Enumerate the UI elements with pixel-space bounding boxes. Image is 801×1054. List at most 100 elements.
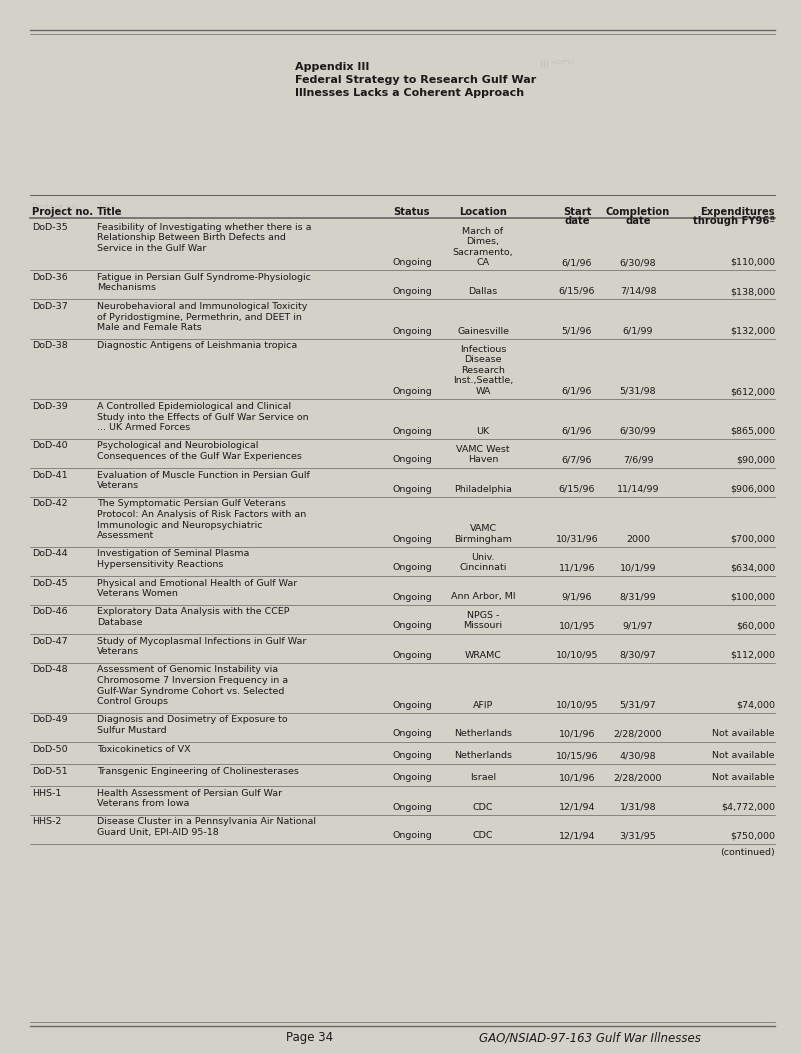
Text: VAMC: VAMC [469, 524, 497, 533]
Text: Study into the Effects of Gulf War Service on: Study into the Effects of Gulf War Servi… [97, 412, 308, 422]
Text: Title: Title [97, 203, 117, 212]
Text: Sacramento,: Sacramento, [453, 248, 513, 256]
Text: 6/1/96: 6/1/96 [562, 387, 592, 396]
Text: 10/31/96: 10/31/96 [556, 534, 598, 544]
Text: 9/1/96: 9/1/96 [562, 592, 592, 602]
Text: Ongoing: Ongoing [392, 701, 432, 709]
Text: 10/1/95: 10/1/95 [559, 622, 595, 630]
Text: DoD-47: DoD-47 [32, 637, 67, 645]
Text: date: date [626, 216, 650, 226]
Text: Ongoing: Ongoing [392, 485, 432, 493]
Text: $138,000: $138,000 [730, 287, 775, 296]
Text: 10/10/95: 10/10/95 [556, 650, 598, 660]
Text: Ongoing: Ongoing [392, 455, 432, 465]
Text: Sulfur Mustard: Sulfur Mustard [97, 726, 167, 735]
Text: 2/28/2000: 2/28/2000 [614, 774, 662, 782]
Text: Missouri: Missouri [464, 622, 502, 630]
Text: of Pyridostigmine, Permethrin, and DEET in: of Pyridostigmine, Permethrin, and DEET … [97, 312, 302, 321]
Text: Relationship Between Birth Defects and: Relationship Between Birth Defects and [97, 234, 286, 242]
Text: Male and Female Rats: Male and Female Rats [97, 323, 202, 332]
Text: $906,000: $906,000 [730, 485, 775, 493]
Text: 5/31/97: 5/31/97 [620, 701, 656, 709]
Text: Control Groups: Control Groups [97, 697, 168, 706]
Text: through FY96ª: through FY96ª [693, 216, 775, 226]
Text: Evaluation of Muscle Function in Persian Gulf: Evaluation of Muscle Function in Persian… [97, 470, 310, 480]
Text: Expenditures: Expenditures [700, 207, 775, 217]
Text: 7/14/98: 7/14/98 [620, 287, 656, 296]
Text: Illnesses Lacks a Coherent Approach: Illnesses Lacks a Coherent Approach [295, 87, 524, 98]
Text: DoD-41: DoD-41 [32, 470, 67, 480]
Text: Disease Cluster in a Pennsylvania Air National: Disease Cluster in a Pennsylvania Air Na… [97, 818, 316, 826]
Text: CA: CA [477, 258, 489, 267]
Text: 3/31/95: 3/31/95 [620, 832, 656, 840]
Text: $634,000: $634,000 [730, 564, 775, 572]
Text: 6/1/96: 6/1/96 [562, 258, 592, 267]
Text: A Controlled Epidemiological and Clinical: A Controlled Epidemiological and Clinica… [97, 402, 291, 411]
Text: HHS-2: HHS-2 [32, 818, 62, 826]
Text: 8/31/99: 8/31/99 [620, 592, 656, 602]
Text: $750,000: $750,000 [730, 832, 775, 840]
Text: Immunologic and Neuropsychiatric: Immunologic and Neuropsychiatric [97, 521, 263, 529]
Text: 10/15/96: 10/15/96 [556, 752, 598, 761]
Text: Assessment of Genomic Instability via: Assessment of Genomic Instability via [97, 665, 278, 675]
Text: Ongoing: Ongoing [392, 729, 432, 739]
Text: Ongoing: Ongoing [392, 774, 432, 782]
Text: WRAMC: WRAMC [465, 650, 501, 660]
Text: Ongoing: Ongoing [392, 287, 432, 296]
Text: Univ.: Univ. [471, 553, 495, 562]
Text: VAMC West: VAMC West [457, 445, 509, 454]
Text: 12/1/94: 12/1/94 [559, 832, 595, 840]
Text: Birmingham: Birmingham [454, 534, 512, 544]
Text: Disease: Disease [465, 355, 501, 365]
Text: DoD-42: DoD-42 [32, 500, 67, 508]
Text: Guard Unit, EPI-AID 95-18: Guard Unit, EPI-AID 95-18 [97, 828, 219, 837]
Text: Veterans: Veterans [97, 481, 139, 490]
Text: Cincinnati: Cincinnati [459, 564, 507, 572]
Text: GAO/NSIAD-97-163 Gulf War Illnesses: GAO/NSIAD-97-163 Gulf War Illnesses [479, 1032, 701, 1045]
Text: Psychological and Neurobiological: Psychological and Neurobiological [97, 442, 259, 450]
Text: Gainesville: Gainesville [457, 327, 509, 335]
Text: Veterans from Iowa: Veterans from Iowa [97, 799, 189, 808]
Text: Dallas: Dallas [469, 287, 497, 296]
Text: 11/14/99: 11/14/99 [617, 485, 659, 493]
Text: Location: Location [459, 207, 507, 217]
Text: $865,000: $865,000 [730, 427, 775, 435]
Text: 6/30/98: 6/30/98 [620, 258, 656, 267]
Text: 1/31/98: 1/31/98 [620, 802, 656, 812]
Text: Protocol: An Analysis of Risk Factors with an: Protocol: An Analysis of Risk Factors wi… [97, 510, 306, 519]
Text: Ongoing: Ongoing [392, 534, 432, 544]
Text: Mechanisms: Mechanisms [97, 284, 156, 293]
Text: $100,000: $100,000 [730, 592, 775, 602]
Text: DoD-48: DoD-48 [32, 665, 67, 675]
Text: Chromosome 7 Inversion Frequency in a: Chromosome 7 Inversion Frequency in a [97, 676, 288, 685]
Text: $612,000: $612,000 [730, 387, 775, 396]
Text: Title: Title [97, 207, 123, 217]
Text: DoD-50: DoD-50 [32, 744, 67, 754]
Text: DoD-49: DoD-49 [32, 716, 67, 724]
Text: Ongoing: Ongoing [392, 564, 432, 572]
Text: Netherlands: Netherlands [454, 752, 512, 761]
Text: Ongoing: Ongoing [392, 427, 432, 435]
Text: The Symptomatic Persian Gulf Veterans: The Symptomatic Persian Gulf Veterans [97, 500, 286, 508]
Text: 5/1/96: 5/1/96 [562, 327, 592, 335]
Text: Ongoing: Ongoing [392, 832, 432, 840]
Text: Project no.: Project no. [32, 203, 80, 212]
Text: Veterans: Veterans [97, 647, 139, 656]
Text: Ongoing: Ongoing [392, 327, 432, 335]
Text: (continued): (continued) [720, 847, 775, 857]
Text: 10/1/99: 10/1/99 [620, 564, 656, 572]
Text: Transgenic Engineering of Cholinesterases: Transgenic Engineering of Cholinesterase… [97, 766, 299, 776]
Text: Gulf-War Syndrome Cohort vs. Selected: Gulf-War Syndrome Cohort vs. Selected [97, 686, 284, 696]
Text: Diagnostic Antigens of Leishmania tropica: Diagnostic Antigens of Leishmania tropic… [97, 341, 297, 351]
Text: Ongoing: Ongoing [392, 622, 432, 630]
Text: $60,000: $60,000 [736, 622, 775, 630]
Text: 5/31/98: 5/31/98 [620, 387, 656, 396]
Text: CDC: CDC [473, 832, 493, 840]
Text: Diagnosis and Dosimetry of Exposure to: Diagnosis and Dosimetry of Exposure to [97, 716, 288, 724]
Text: March of: March of [462, 227, 504, 235]
Text: 6/30/99: 6/30/99 [620, 427, 656, 435]
Text: Neurobehavioral and Immunological Toxicity: Neurobehavioral and Immunological Toxici… [97, 302, 308, 311]
Text: HHS-1: HHS-1 [32, 788, 62, 798]
Text: $110,000: $110,000 [730, 258, 775, 267]
Text: Ongoing: Ongoing [392, 802, 432, 812]
